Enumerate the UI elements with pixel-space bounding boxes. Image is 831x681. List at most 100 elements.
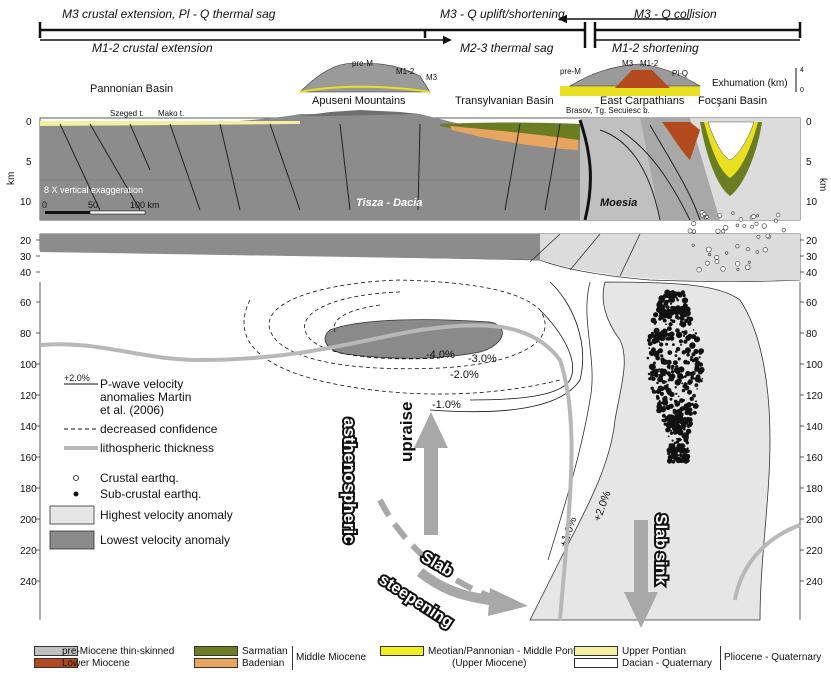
svg-text:P-wave velocity: P-wave velocity	[100, 377, 183, 391]
crustal-earthquake	[765, 233, 770, 239]
subcrustal-earthquake	[692, 377, 696, 380]
legend-middle-miocene: Middle Miocene	[296, 652, 367, 663]
subcrustal-earthquake	[686, 402, 692, 408]
subcrustal-earthquake	[662, 413, 666, 418]
svg-text:M3: M3	[622, 59, 634, 68]
subcrustal-earthquake	[701, 377, 704, 380]
subcrustal-earthquake	[650, 352, 654, 356]
bracket-middle-miocene	[292, 646, 293, 670]
crustal-earthquake	[687, 228, 693, 234]
svg-text:km: km	[817, 178, 828, 191]
subcrustal-earthquake	[661, 399, 669, 406]
subcrustal-earthquake	[676, 298, 679, 302]
asthenospheric-label: asthenospheric	[340, 418, 359, 544]
subcrustal-earthquake	[667, 390, 673, 396]
subcrustal-earthquake	[666, 458, 673, 464]
subcrustal-earthquake	[676, 456, 682, 463]
svg-text:pre-M: pre-M	[352, 59, 373, 68]
crustal-earthquake	[742, 224, 747, 228]
crustal-earthquake	[691, 229, 696, 234]
crustal-earthquake	[721, 229, 726, 234]
crustal-earthquake	[746, 247, 750, 252]
subcrustal-earthquake	[674, 291, 678, 295]
subcrustal-earthquake	[674, 354, 678, 357]
tectonic-timeline: M3 crustal extension, Pl - Q thermal sag…	[38, 7, 802, 55]
subcrustal-earthquake	[692, 410, 697, 415]
timeline-label-m23-sag: M2-3 thermal sag	[460, 41, 554, 55]
subcrustal-earthquake	[647, 372, 651, 376]
svg-text:decreased confidence: decreased confidence	[100, 422, 218, 436]
timeline-label-m3-extension: M3 crustal extension, Pl - Q thermal sag	[62, 7, 276, 21]
subcrustal-earthquake	[676, 305, 680, 309]
svg-text:-4.0%: -4.0%	[426, 349, 455, 361]
subcrustal-earthquake	[678, 366, 685, 373]
subcrustal-earthquake	[663, 305, 666, 308]
subcrustal-earthquake	[663, 374, 666, 377]
subcrustal-earthquake	[682, 299, 685, 302]
subcrustal-earthquake	[669, 335, 675, 341]
svg-text:km: km	[6, 172, 17, 185]
depth-tick-label: 80	[20, 329, 32, 340]
subcrustal-earthquake	[672, 360, 678, 366]
subcrustal-earthquake	[657, 376, 664, 383]
legend-pliocene-quaternary: Pliocene - Quaternary	[724, 652, 822, 663]
crustal-earthquake	[735, 261, 741, 267]
subcrustal-earthquake	[679, 379, 682, 382]
subcrustal-earthquake	[693, 336, 701, 343]
crustal-earthquake	[715, 228, 721, 234]
subcrustal-earthquakes	[646, 289, 705, 464]
subcrustal-earthquake	[680, 417, 685, 422]
subcrustal-earthquake	[661, 418, 665, 422]
swatch-dacian	[574, 658, 618, 668]
crustal-earthquake	[745, 264, 751, 270]
svg-text:Crustal earthq.: Crustal earthq.	[100, 471, 179, 485]
swatch-meotian	[380, 646, 424, 656]
subcrustal-earthquake	[675, 365, 679, 369]
subcrustal-earthquake	[650, 343, 653, 346]
label-east-carpathians: East Carpathians	[600, 95, 685, 107]
subcrustal-earthquake	[658, 368, 661, 371]
subcrustal-earthquake	[677, 408, 683, 414]
depth-tick-label: 140	[20, 422, 37, 433]
exhumation-inset-apuseni: pre-M M1-2 M3	[299, 59, 438, 93]
subcrustal-earthquake	[659, 335, 666, 342]
subcrustal-earthquake	[684, 385, 690, 391]
svg-text:-2.0%: -2.0%	[450, 369, 479, 381]
subcrustal-earthquake	[698, 351, 703, 355]
crustal-earthquake	[691, 243, 695, 247]
subcrustal-earthquake	[680, 456, 687, 463]
subcrustal-earthquake	[677, 373, 684, 380]
subcrustal-earthquake	[665, 329, 668, 332]
crustal-earthquake	[735, 223, 740, 228]
subcrustal-earthquake	[698, 356, 701, 359]
subcrustal-earthquake	[661, 368, 668, 375]
subcrustal-earthquake	[674, 423, 681, 430]
subcrustal-earthquake	[681, 350, 686, 355]
subcrustal-earthquake	[657, 408, 662, 413]
subcrustal-earthquake	[677, 357, 681, 361]
subcrustal-earthquake	[671, 364, 675, 369]
subcrustal-earthquake	[681, 388, 686, 393]
subcrustal-earthquake	[671, 439, 674, 442]
subcrustal-earthquake	[683, 382, 688, 387]
svg-text:anomalies Martin: anomalies Martin	[100, 390, 191, 404]
crustal-earthquake	[724, 251, 729, 255]
subcrustal-earthquake	[676, 378, 682, 384]
depth-tick-label: 160	[806, 453, 823, 464]
subcrustal-earthquake	[685, 428, 692, 434]
subcrustal-earthquake	[674, 386, 677, 389]
subcrustal-earthquake	[649, 370, 656, 377]
slab-sink-arrow	[624, 520, 658, 628]
subcrustal-earthquake	[683, 437, 689, 443]
subcrustal-earthquake	[670, 318, 673, 322]
depth-tick-label: 100	[20, 360, 37, 371]
subcrustal-earthquake	[677, 429, 684, 436]
subcrustal-earthquake	[665, 427, 671, 433]
subcrustal-earthquake	[685, 456, 687, 458]
subcrustal-earthquake	[680, 321, 687, 328]
subcrustal-earthquake	[658, 341, 661, 344]
subcrustal-earthquake	[678, 316, 683, 320]
depth-tick-label: 200	[20, 515, 37, 526]
subcrustal-earthquake	[686, 316, 691, 320]
subcrustal-earthquake	[678, 339, 684, 344]
